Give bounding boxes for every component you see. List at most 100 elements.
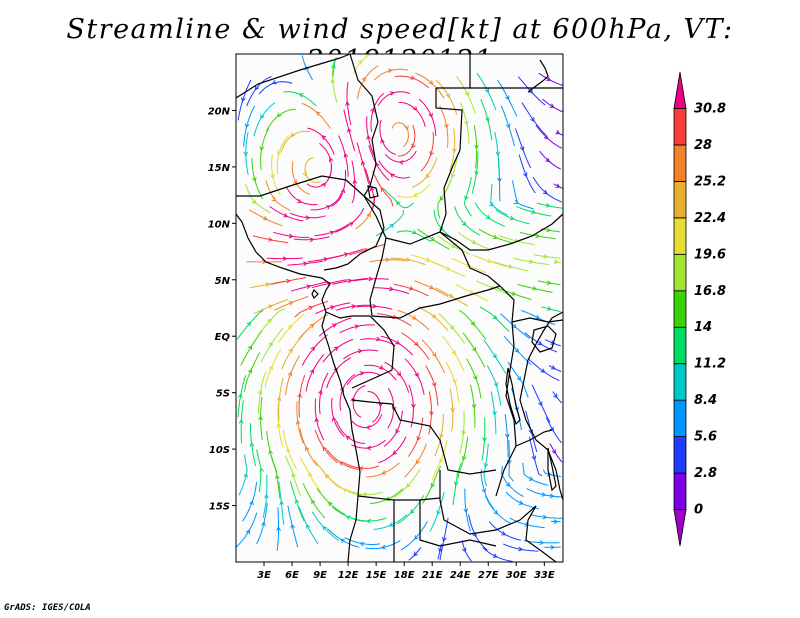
streamline: [334, 207, 365, 233]
streamline-arrow: [380, 138, 385, 144]
border-chad-east: [435, 88, 488, 251]
colorbar-segment: [673, 108, 687, 146]
streamline-arrow: [365, 518, 371, 524]
streamline-arrow: [309, 368, 314, 374]
border-angola-south: [357, 495, 441, 501]
streamline: [370, 93, 385, 132]
streamline: [356, 305, 393, 310]
streamline-arrow: [309, 323, 315, 329]
streamline-arrow: [286, 447, 291, 453]
streamline: [417, 306, 449, 331]
streamline: [298, 374, 306, 418]
streamline: [531, 384, 551, 423]
streamline: [490, 183, 508, 216]
streamline-arrow: [524, 522, 530, 527]
streamline-arrow: [264, 493, 269, 499]
streamline: [343, 349, 379, 360]
streamline-arrow: [247, 368, 253, 374]
streamline: [452, 462, 462, 505]
streamline-arrow: [372, 303, 378, 309]
streamline-arrow: [294, 498, 300, 504]
streamline: [260, 396, 263, 441]
colorbar-labels: 0 2.8 5.6 8.4 11.2 14 16.8 19.6 22.4 25.2 28 30.8: [694, 101, 726, 517]
streamline: [328, 248, 364, 259]
streamline: [380, 335, 414, 356]
streamline-arrow: [268, 365, 273, 371]
streamline-arrow: [472, 532, 477, 538]
streamline-arrow: [528, 88, 534, 94]
streamline-arrow: [389, 223, 395, 229]
colorbar-segment: [673, 217, 687, 255]
streamline: [271, 154, 282, 196]
streamline-arrow: [354, 324, 360, 329]
lake-tanganyika: [505, 367, 521, 426]
streamline-arrow: [241, 97, 246, 103]
y-tick-label: 20N: [208, 106, 231, 117]
streamline-arrow: [539, 540, 545, 546]
streamline: [474, 202, 505, 227]
streamline-arrow: [404, 125, 409, 131]
streamline-arrow: [452, 379, 457, 385]
streamline: [431, 261, 466, 278]
streamline-arrow: [361, 76, 367, 82]
streamline: [495, 209, 530, 225]
x-tick-label: 24E: [450, 570, 471, 581]
y-tick-label: 10S: [209, 445, 230, 456]
streamline-arrow: [366, 445, 372, 451]
streamline-arrow: [543, 134, 549, 140]
streamline: [454, 206, 481, 236]
streamline-arrow: [389, 173, 395, 178]
streamline: [442, 335, 465, 372]
streamline: [497, 79, 518, 117]
streamline-arrow: [487, 258, 493, 264]
x-tick-label: 12E: [338, 570, 359, 581]
streamline-arrow: [542, 514, 548, 520]
colorbar-label: 16.8: [694, 284, 726, 299]
streamline-arrow: [431, 352, 437, 358]
y-tick-label: 5N: [215, 276, 231, 287]
streamline-arrow: [492, 315, 498, 320]
colorbar-segment: [673, 436, 687, 474]
streamline: [339, 324, 375, 334]
streamline-arrow: [385, 257, 391, 263]
colorbar-label: 28: [694, 138, 712, 153]
streamline-arrow: [243, 151, 249, 157]
streamline-arrow: [555, 130, 561, 135]
streamline: [326, 528, 360, 548]
streamline: [528, 436, 543, 477]
streamline: [449, 128, 456, 172]
colorbar-label: 8.4: [694, 393, 717, 408]
streamline: [346, 82, 352, 126]
streamline: [338, 135, 349, 178]
streamline-arrow: [485, 214, 491, 220]
streamline-arrow: [331, 416, 337, 422]
streamline: [437, 235, 471, 255]
colorbar-label: 14: [694, 320, 712, 335]
streamline-arrow: [282, 256, 288, 262]
streamline: [392, 469, 421, 499]
streamline-arrow: [379, 365, 385, 370]
streamline: [276, 134, 290, 175]
streamline: [248, 209, 283, 227]
streamline-arrow: [441, 537, 447, 543]
streamline: [266, 257, 303, 260]
streamline-arrow: [413, 551, 418, 557]
streamline: [301, 102, 331, 129]
streamline: [296, 401, 304, 444]
streamline-arrow: [268, 449, 273, 455]
streamline: [462, 332, 486, 368]
map-background: [236, 54, 563, 562]
streamline-arrow: [322, 525, 327, 531]
streamline: [287, 260, 324, 266]
streamline-arrow: [505, 95, 510, 101]
streamline: [513, 257, 550, 266]
streamline: [262, 474, 268, 519]
streamline-arrow: [238, 418, 244, 424]
streamline-arrow: [431, 382, 437, 388]
streamline-arrow: [410, 75, 416, 80]
streamline: [283, 91, 317, 107]
streamline: [356, 142, 370, 184]
streamline: [373, 287, 410, 295]
streamline: [397, 309, 430, 331]
streamline-arrow: [518, 500, 524, 505]
